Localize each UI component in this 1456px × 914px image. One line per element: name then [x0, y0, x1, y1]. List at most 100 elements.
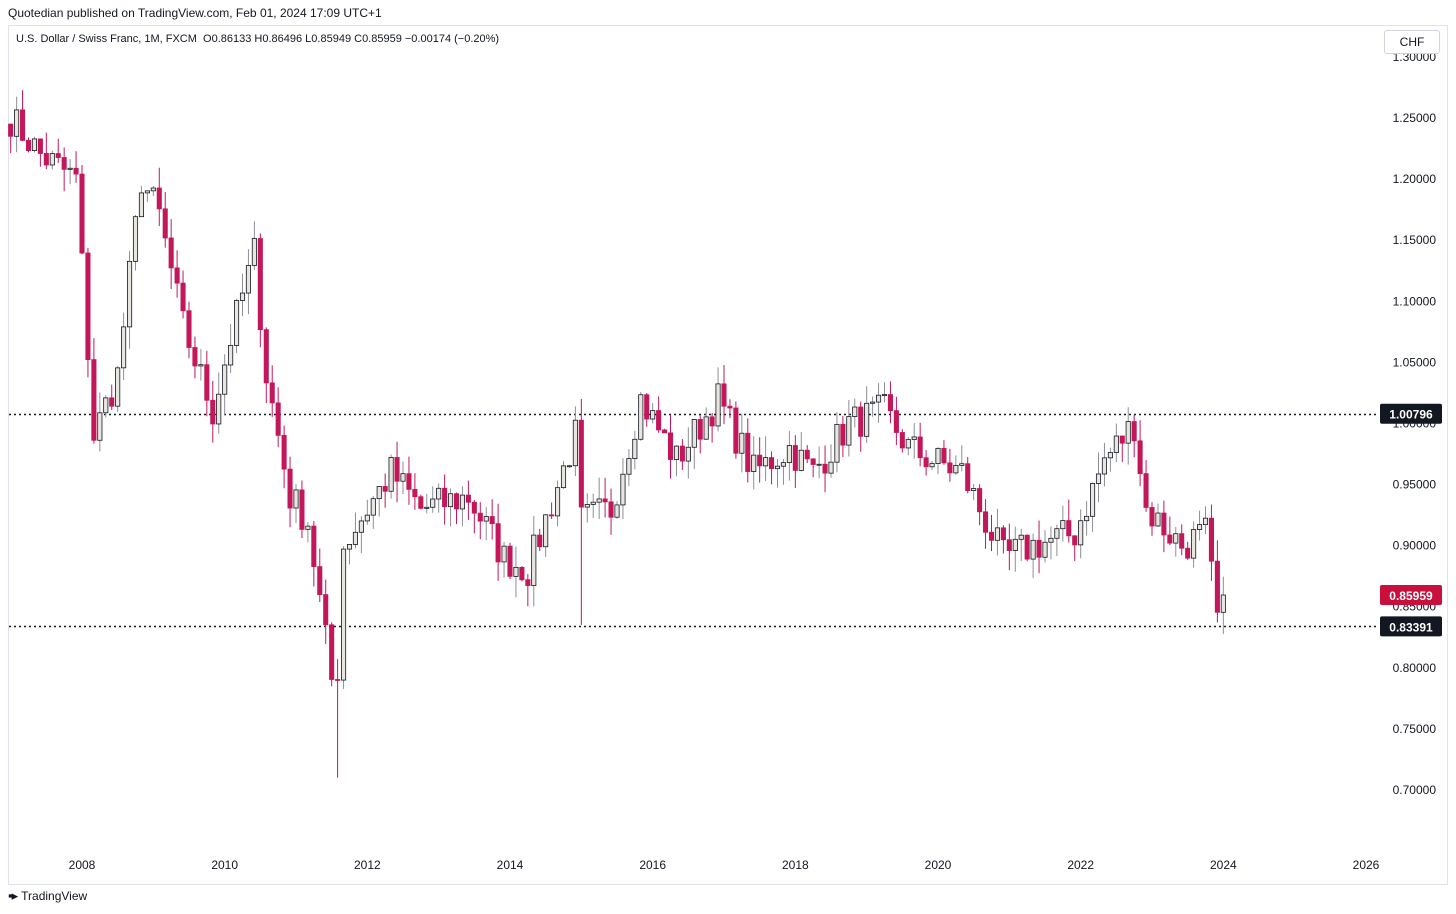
candle [222, 354, 228, 416]
price-tag-bg [1380, 616, 1442, 637]
candle-body [400, 473, 406, 482]
candle-body [656, 410, 662, 431]
candle [127, 250, 133, 349]
candle-body [507, 545, 513, 577]
candle [947, 448, 953, 482]
candle-body [638, 394, 644, 440]
candle [1185, 541, 1191, 560]
candle-body [650, 410, 656, 420]
candle-body [584, 504, 590, 508]
candle [162, 192, 168, 248]
candle [91, 338, 97, 444]
candle [531, 515, 537, 607]
candle [1084, 501, 1090, 536]
candle [1036, 520, 1042, 574]
candle [245, 249, 251, 315]
candle [430, 486, 436, 513]
candle-body [560, 465, 567, 489]
candle [596, 477, 602, 520]
candle-body [1107, 452, 1113, 459]
candle-body [103, 397, 109, 414]
candle [67, 158, 73, 185]
x-tick-label: 2022 [1067, 858, 1094, 872]
candle-body [323, 594, 329, 626]
candle-body [971, 488, 977, 491]
candle-body [1018, 534, 1024, 540]
candle [115, 366, 121, 413]
candle [25, 137, 32, 153]
candle-body [531, 534, 537, 586]
candle-body [608, 501, 614, 518]
candle [1161, 500, 1167, 553]
candle-body [234, 300, 240, 346]
candle-body [293, 489, 299, 509]
candle-body [1214, 560, 1220, 613]
y-tick-label: 0.75000 [1393, 722, 1437, 736]
candle [501, 541, 507, 578]
candle-body [370, 498, 376, 516]
candle-body [127, 260, 133, 328]
candle [1208, 504, 1214, 581]
currency-button[interactable]: CHF [1384, 30, 1440, 54]
candle-body [251, 238, 257, 266]
tradingview-logo[interactable]: ▪▸ TradingView [8, 888, 87, 904]
candle-body [25, 139, 32, 152]
candle [988, 514, 995, 552]
candle [887, 381, 893, 424]
candle [673, 445, 679, 477]
candle-body [596, 498, 602, 503]
candle [370, 496, 376, 529]
candle-body [174, 267, 180, 284]
candle [204, 350, 210, 417]
x-tick-label: 2014 [497, 858, 524, 872]
candle-body [834, 423, 840, 463]
candle-body [858, 406, 864, 437]
x-tick-label: 2024 [1210, 858, 1237, 872]
candle-body [448, 493, 454, 508]
candle-body [210, 399, 216, 425]
candle [239, 273, 246, 317]
candle-body [257, 238, 263, 331]
candle [1119, 435, 1125, 463]
candle [317, 548, 323, 603]
candle [1024, 534, 1030, 562]
candle [786, 431, 792, 481]
candle [1197, 510, 1203, 541]
candle-body [810, 458, 816, 465]
candle [1018, 528, 1024, 562]
candle-body [626, 458, 632, 475]
candle-body [1060, 520, 1066, 530]
candle [281, 425, 287, 489]
candle [103, 395, 109, 418]
candle [174, 250, 180, 298]
candle-body [1048, 537, 1054, 543]
candle-body [459, 494, 465, 510]
candle-body [715, 383, 721, 427]
candle [899, 428, 905, 453]
candle [37, 138, 43, 167]
candle-body [31, 138, 37, 152]
candle [1066, 499, 1072, 543]
candle-body [1202, 517, 1209, 526]
candle-body [1090, 483, 1096, 517]
candle-body [804, 449, 810, 460]
price-tag-label: 1.00796 [1389, 408, 1433, 422]
candle [697, 414, 703, 454]
candle [329, 622, 335, 687]
candle-body [876, 394, 882, 403]
candle [798, 432, 804, 472]
candle [881, 382, 888, 403]
candle [709, 413, 715, 443]
candle [656, 396, 662, 433]
candle-body [667, 432, 674, 460]
candle-body [263, 329, 269, 384]
candle [739, 413, 745, 473]
candle [1072, 535, 1078, 562]
price-tag-bg [1380, 403, 1442, 424]
candle [959, 445, 965, 472]
candle [406, 456, 412, 505]
candle-body [489, 516, 495, 525]
candle [632, 430, 638, 470]
candle [751, 436, 757, 490]
